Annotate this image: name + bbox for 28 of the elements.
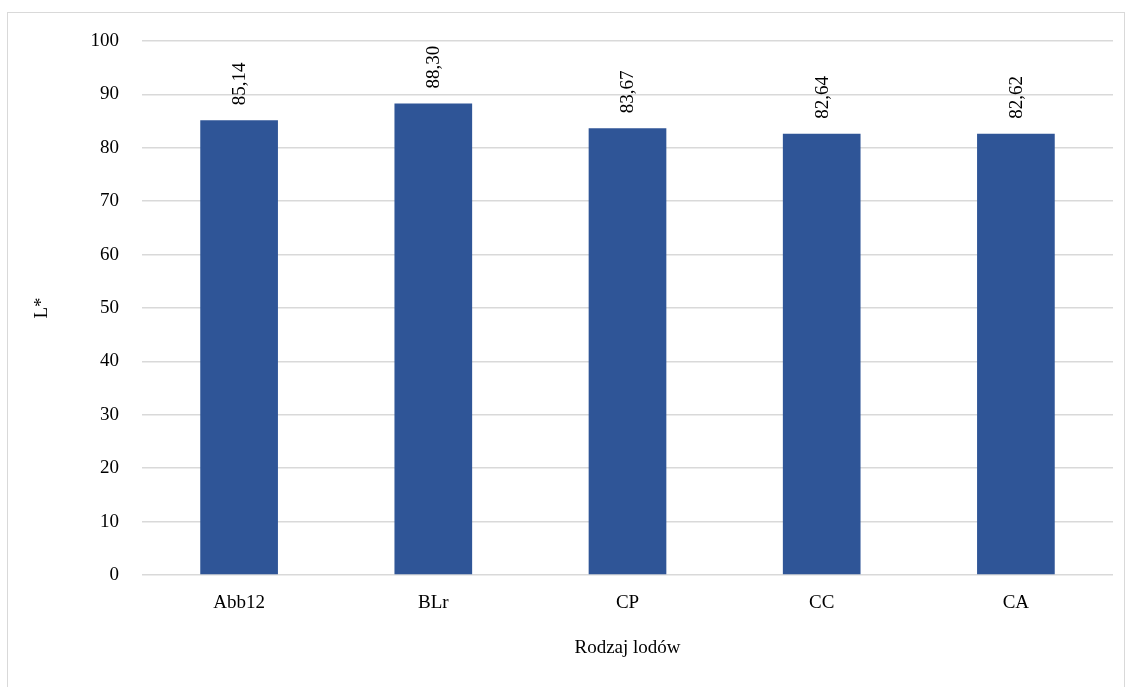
bar (394, 103, 473, 575)
y-tick-label: 90 (100, 82, 119, 104)
bar (200, 120, 278, 575)
y-tick-label: 30 (100, 402, 119, 424)
y-tick-label: 20 (100, 456, 119, 478)
x-axis-title: Rodzaj lodów (574, 635, 681, 657)
data-label: 83,67 (616, 70, 638, 114)
y-tick-label: 0 (109, 562, 119, 584)
y-tick-label: 100 (90, 28, 119, 50)
bar (782, 133, 861, 575)
x-tick-label: CA (1002, 591, 1030, 613)
x-tick-label: CC (809, 591, 835, 613)
bar (977, 133, 1055, 575)
x-tick-label: CP (615, 591, 640, 613)
x-tick-label: BLr (418, 591, 450, 613)
y-tick-label: 80 (100, 135, 119, 157)
y-tick-label: 10 (100, 509, 119, 531)
y-tick-label: 40 (100, 349, 119, 371)
data-label: 82,64 (810, 75, 832, 119)
data-label: 85,14 (228, 62, 250, 106)
y-tick-label: 50 (100, 295, 119, 317)
y-tick-label: 60 (100, 242, 119, 264)
data-label: 88,30 (422, 45, 444, 89)
x-tick-label: Abb12 (213, 591, 265, 613)
y-tick-label: 70 (100, 189, 119, 211)
bar (588, 128, 667, 575)
data-label: 82,62 (1004, 76, 1026, 119)
y-axis-title: L* (30, 297, 52, 319)
